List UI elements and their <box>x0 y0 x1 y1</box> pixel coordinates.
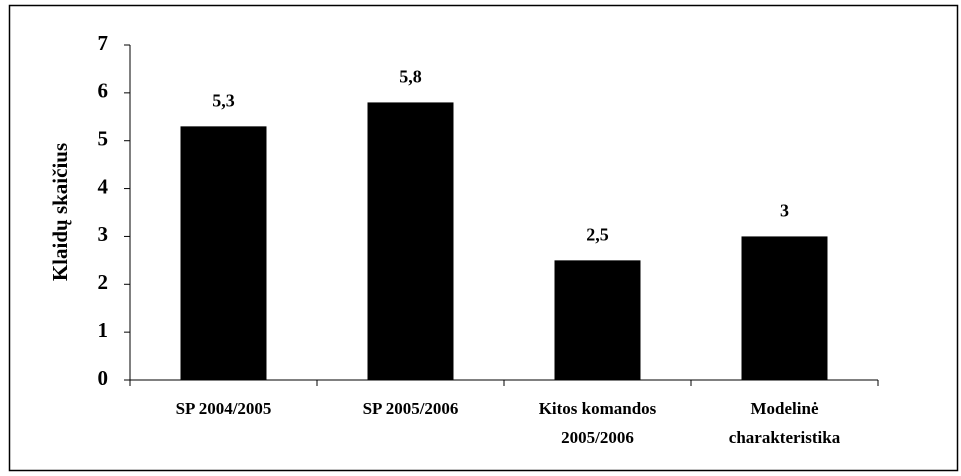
bar <box>367 102 454 380</box>
y-tick-label: 0 <box>98 366 109 390</box>
y-tick-label: 7 <box>98 31 109 55</box>
x-tick-label: Modelinė charakteristika <box>729 399 841 447</box>
data-label: 5,3 <box>212 90 235 110</box>
data-label: 3 <box>780 201 789 221</box>
bar <box>554 260 641 380</box>
y-tick-label: 4 <box>98 174 109 198</box>
y-axis-label: Klaidų skaičius <box>48 143 72 281</box>
data-label: 2,5 <box>586 224 609 244</box>
bar <box>741 236 828 380</box>
x-tick-label: SP 2004/2005 <box>176 399 272 418</box>
y-tick-label: 1 <box>98 318 109 342</box>
y-tick-label: 5 <box>98 127 109 151</box>
data-label: 5,8 <box>399 67 422 87</box>
y-tick-label: 2 <box>98 270 109 294</box>
y-tick-label: 6 <box>98 79 109 103</box>
x-tick-label: SP 2005/2006 <box>363 399 459 418</box>
x-tick-label: Kitos komandos 2005/2006 <box>539 399 657 447</box>
y-tick-label: 3 <box>98 222 109 246</box>
bar <box>180 126 267 380</box>
